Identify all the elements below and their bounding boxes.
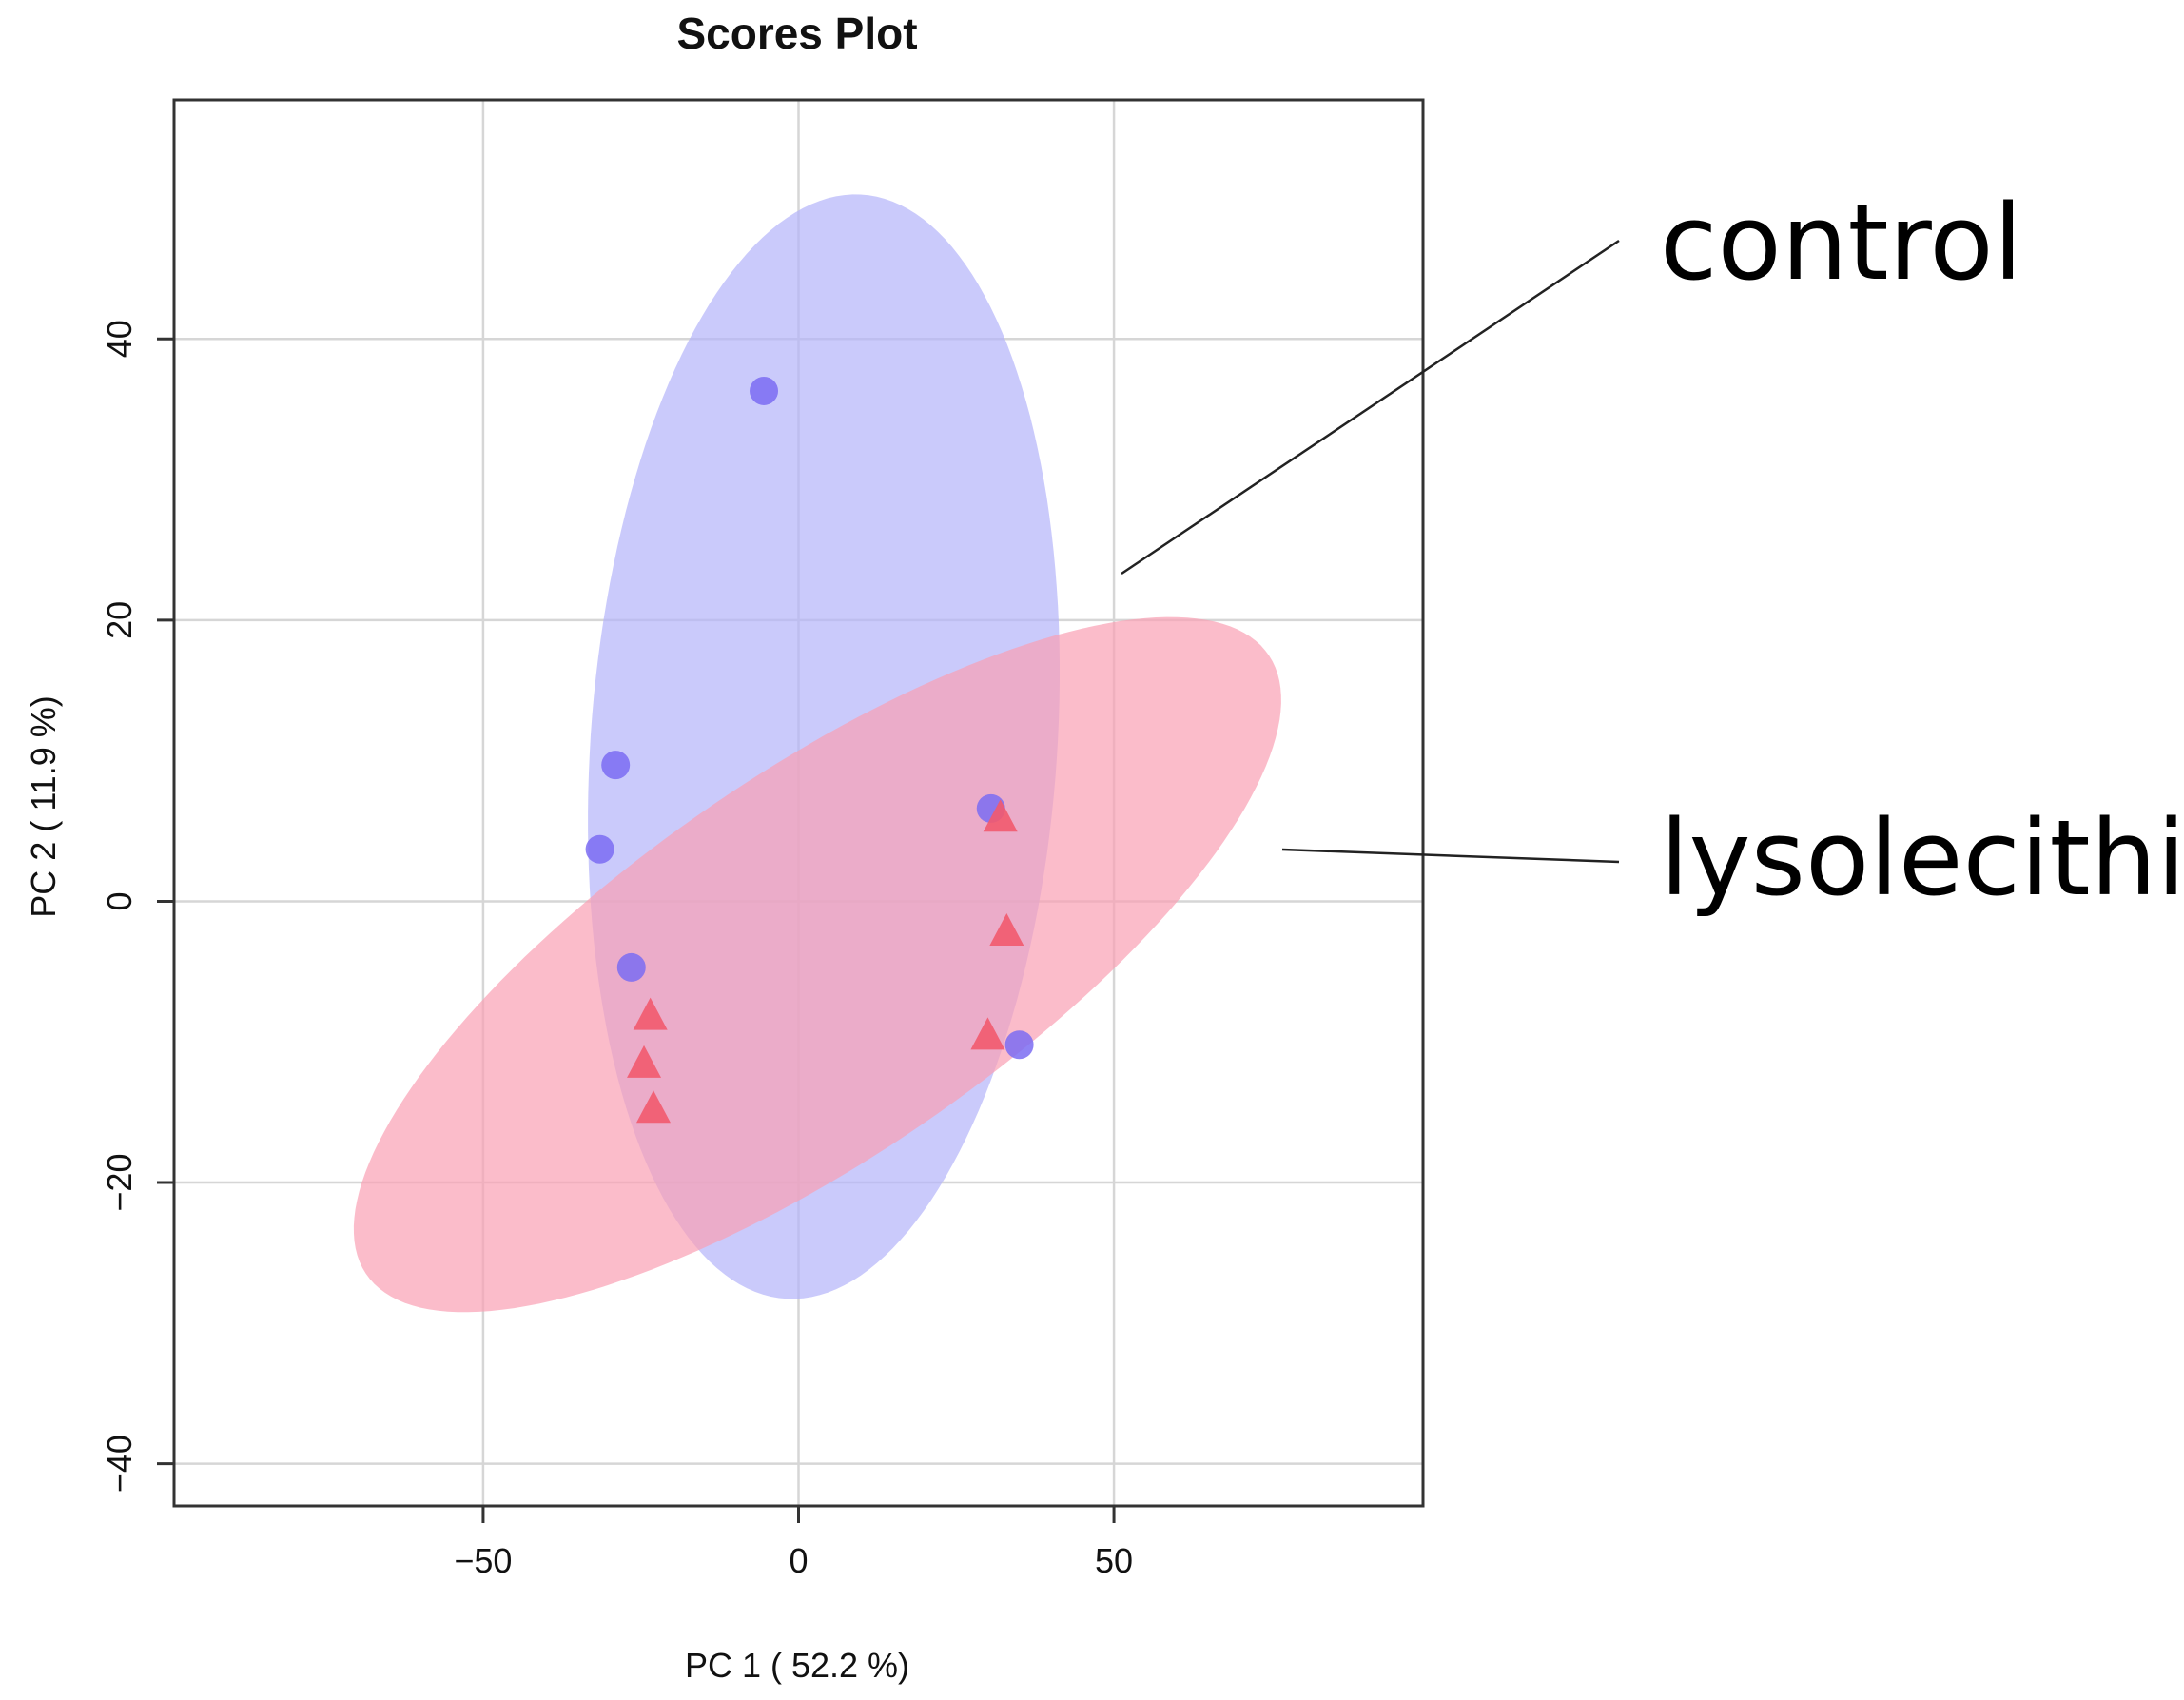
axis-ticks: −50 0 50 −40 −20 0 20 40 [100, 320, 1133, 1580]
lysolecithin-point [627, 1045, 662, 1078]
lysolecithin-callout-line [1281, 848, 1620, 864]
y-tick-label: −20 [100, 1154, 139, 1212]
control-point [1004, 1030, 1034, 1060]
y-tick-label: −40 [100, 1435, 139, 1493]
x-tick-label: −50 [454, 1541, 512, 1580]
control-point [585, 834, 614, 864]
lysolecithin-point [983, 799, 1018, 832]
control-point [601, 751, 631, 780]
y-tick-label: 40 [100, 320, 139, 358]
y-tick-label: 20 [100, 601, 139, 639]
control-point [750, 376, 779, 405]
lysolecithin-point [633, 997, 668, 1030]
lysolecithin-point [989, 912, 1024, 946]
y-axis-label: PC 2 ( 11.9 %) [24, 695, 63, 917]
callout-annotations: control lysolecithin [1121, 182, 2184, 919]
lysolecithin-callout-label: lysolecithin [1660, 797, 2184, 919]
confidence-ellipses [353, 194, 1281, 1313]
control-point [616, 952, 646, 982]
y-tick-label: 0 [100, 891, 139, 910]
control-callout-line [1121, 239, 1620, 576]
lysolecithin-ellipse [353, 616, 1281, 1313]
lysolecithin-point [970, 1017, 1005, 1050]
x-axis-label: PC 1 ( 52.2 %) [685, 1646, 909, 1685]
control-callout-label: control [1660, 182, 2022, 303]
lysolecithin-point [635, 1090, 671, 1124]
data-points [585, 376, 1034, 1124]
chart-title: Scores Plot [676, 9, 917, 58]
x-tick-label: 50 [1095, 1541, 1133, 1580]
x-tick-label: 0 [789, 1541, 808, 1580]
